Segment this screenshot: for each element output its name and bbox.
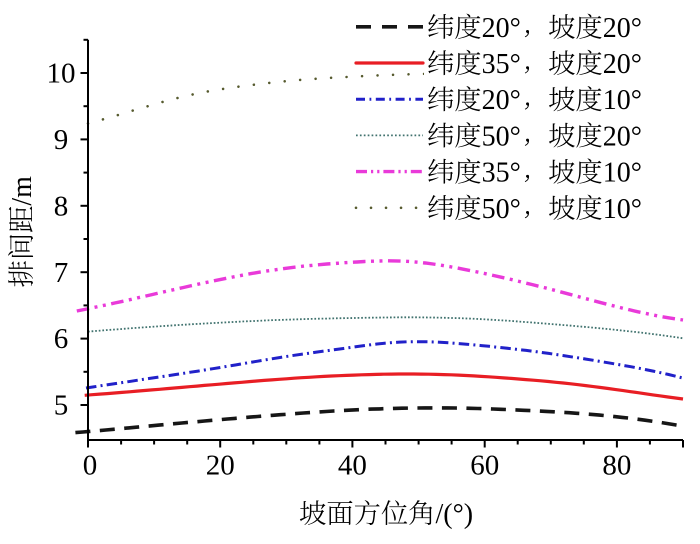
svg-text:6: 6 [54,323,69,355]
svg-text:8: 8 [54,190,69,222]
svg-text:20°: 20° [482,85,521,116]
svg-text:0: 0 [83,450,98,482]
svg-text:10: 10 [47,58,76,90]
svg-text:60: 60 [470,450,499,482]
svg-text:50°: 50° [482,194,521,225]
svg-text:35°: 35° [482,158,521,189]
svg-text:/m: /m [7,176,38,206]
svg-text:7: 7 [54,257,69,289]
svg-text:35°: 35° [482,49,521,80]
svg-text:10°: 10° [603,194,642,225]
svg-text:10°: 10° [603,85,642,116]
svg-text:20: 20 [206,450,235,482]
svg-text:20°: 20° [603,49,642,80]
svg-text:5: 5 [54,390,69,422]
svg-text:80: 80 [602,450,631,482]
svg-text:9: 9 [54,124,69,156]
svg-text:10°: 10° [603,158,642,189]
svg-text:20°: 20° [603,13,642,44]
svg-text:20°: 20° [603,121,642,152]
svg-text:50°: 50° [482,121,521,152]
svg-text:40: 40 [338,450,367,482]
svg-text:20°: 20° [482,13,521,44]
svg-text:/(°): /(°) [436,499,474,530]
